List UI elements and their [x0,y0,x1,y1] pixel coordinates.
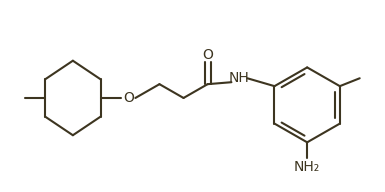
Text: O: O [123,91,134,105]
Text: NH₂: NH₂ [294,160,320,174]
Text: O: O [202,48,213,62]
Text: NH: NH [229,71,250,85]
